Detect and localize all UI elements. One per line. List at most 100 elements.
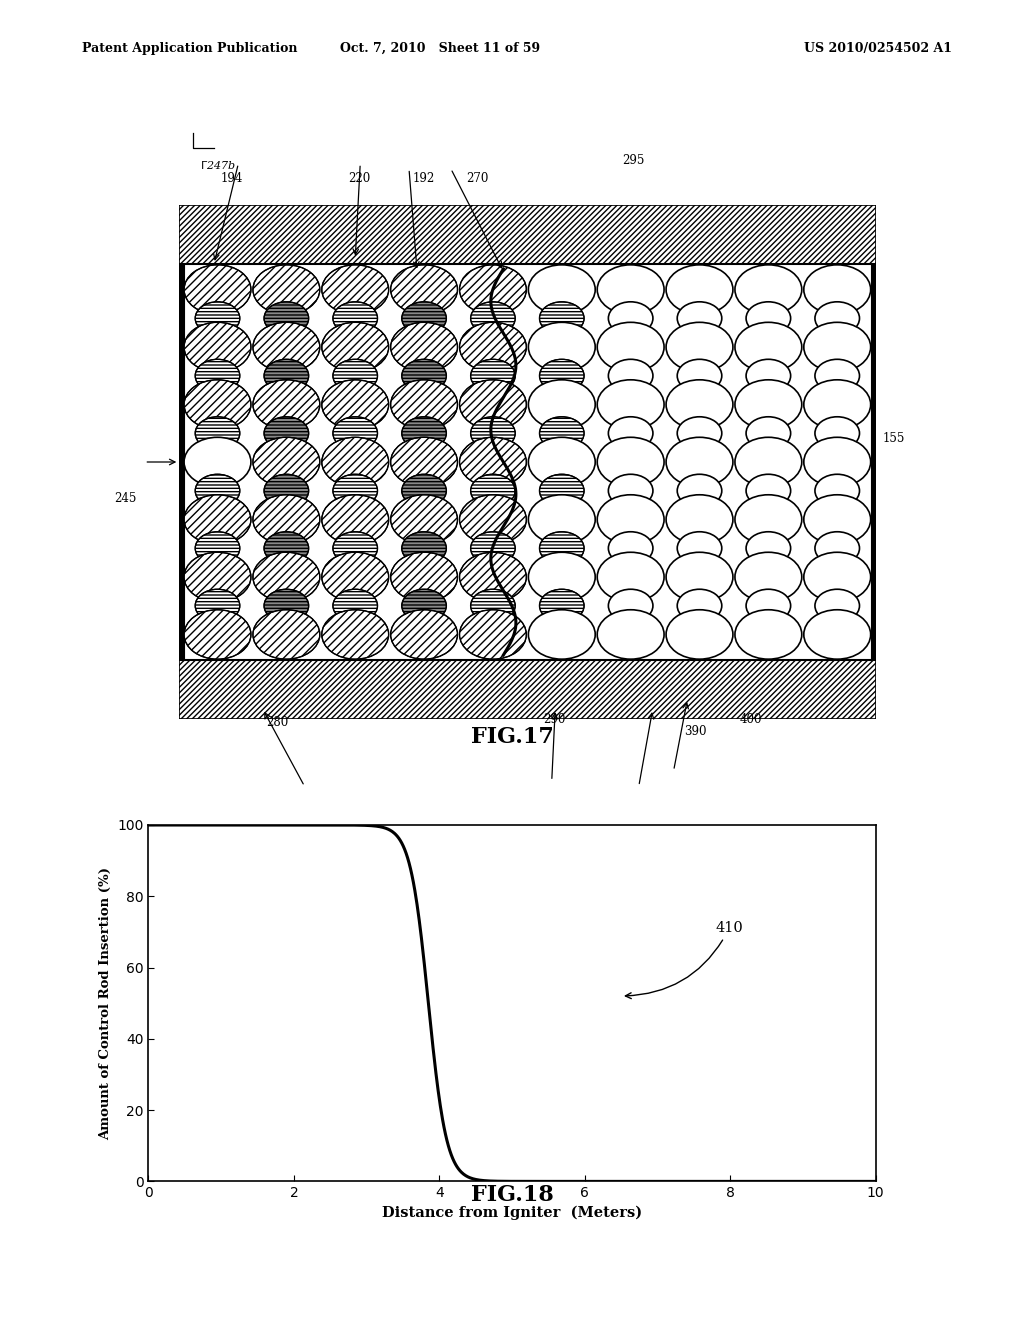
Circle shape [196,417,240,450]
Circle shape [528,610,595,659]
Circle shape [460,380,526,429]
Circle shape [666,437,733,487]
Circle shape [333,359,378,392]
Circle shape [804,265,870,314]
Circle shape [746,359,791,392]
Circle shape [677,589,722,622]
Circle shape [471,302,515,335]
Circle shape [253,552,319,602]
Circle shape [333,302,378,335]
Circle shape [390,610,458,659]
Circle shape [460,322,526,372]
Circle shape [333,474,378,507]
Text: 400: 400 [739,713,762,726]
Circle shape [804,552,870,602]
Circle shape [746,474,791,507]
Circle shape [196,589,240,622]
Circle shape [322,380,389,429]
Circle shape [815,359,859,392]
Text: $\Gamma$247b: $\Gamma$247b [200,158,236,172]
Circle shape [597,437,665,487]
Bar [179,205,876,264]
Circle shape [540,359,584,392]
Bar [179,660,876,719]
Circle shape [196,359,240,392]
Circle shape [184,437,251,487]
Circle shape [666,265,733,314]
Circle shape [528,437,595,487]
Circle shape [333,589,378,622]
Circle shape [528,495,595,544]
Circle shape [253,495,319,544]
Circle shape [322,437,389,487]
Text: Oct. 7, 2010   Sheet 11 of 59: Oct. 7, 2010 Sheet 11 of 59 [340,42,541,55]
Circle shape [815,474,859,507]
Circle shape [597,552,665,602]
Circle shape [597,265,665,314]
Circle shape [815,589,859,622]
Circle shape [735,610,802,659]
Circle shape [253,610,319,659]
Circle shape [540,532,584,565]
Circle shape [804,380,870,429]
Text: 390: 390 [684,725,707,738]
Circle shape [184,380,251,429]
Circle shape [677,302,722,335]
Circle shape [401,417,446,450]
Circle shape [804,322,870,372]
Circle shape [666,322,733,372]
Circle shape [253,380,319,429]
Circle shape [264,302,308,335]
Circle shape [460,495,526,544]
Text: 245: 245 [114,491,136,504]
Circle shape [528,552,595,602]
Circle shape [528,322,595,372]
Circle shape [253,437,319,487]
Circle shape [390,380,458,429]
Circle shape [735,437,802,487]
Circle shape [735,495,802,544]
Circle shape [322,552,389,602]
Circle shape [540,474,584,507]
Text: Patent Application Publication: Patent Application Publication [82,42,297,55]
Circle shape [390,265,458,314]
Circle shape [471,589,515,622]
Circle shape [677,359,722,392]
Circle shape [333,417,378,450]
Circle shape [677,417,722,450]
Circle shape [390,495,458,544]
Circle shape [597,610,665,659]
Circle shape [746,302,791,335]
Circle shape [804,610,870,659]
Y-axis label: Amount of Control Rod Insertion (%): Amount of Control Rod Insertion (%) [98,867,112,1139]
Circle shape [322,495,389,544]
Text: 290: 290 [543,713,565,726]
Circle shape [608,359,653,392]
Text: FIG.17: FIG.17 [471,726,553,748]
Circle shape [597,495,665,544]
Text: 220: 220 [348,172,371,185]
Circle shape [735,322,802,372]
Circle shape [460,265,526,314]
Circle shape [677,474,722,507]
Circle shape [608,302,653,335]
Text: US 2010/0254502 A1: US 2010/0254502 A1 [804,42,952,55]
Circle shape [390,552,458,602]
Circle shape [401,359,446,392]
Circle shape [196,474,240,507]
Circle shape [264,359,308,392]
Circle shape [540,589,584,622]
Circle shape [815,417,859,450]
Circle shape [666,380,733,429]
Circle shape [735,380,802,429]
Circle shape [735,265,802,314]
Text: FIG.18: FIG.18 [471,1184,553,1206]
Circle shape [333,532,378,565]
Circle shape [184,552,251,602]
Circle shape [184,610,251,659]
Text: 295: 295 [623,153,645,166]
Circle shape [390,437,458,487]
Circle shape [528,265,595,314]
Circle shape [677,532,722,565]
Circle shape [460,610,526,659]
